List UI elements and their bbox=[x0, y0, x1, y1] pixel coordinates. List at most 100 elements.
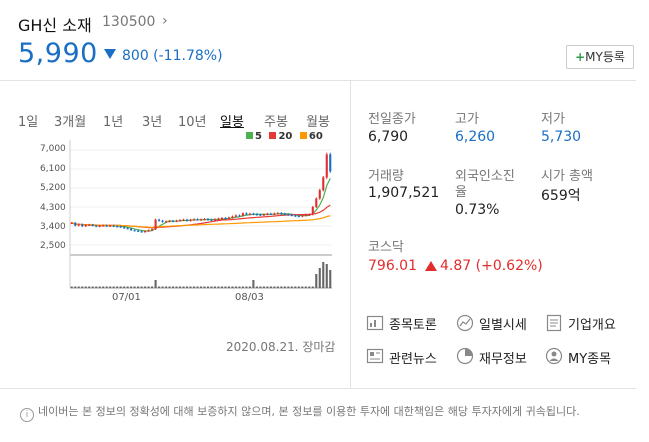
document-icon[interactable] bbox=[545, 314, 563, 332]
candle-body bbox=[280, 213, 283, 215]
volume-bar bbox=[287, 286, 290, 288]
volume-bar bbox=[273, 286, 276, 288]
volume-bar bbox=[144, 286, 147, 288]
trend-icon[interactable] bbox=[456, 314, 474, 332]
volume-bar bbox=[213, 286, 217, 288]
volume-label: 거래량 bbox=[368, 169, 404, 184]
candle-body bbox=[119, 226, 122, 228]
candle-body bbox=[126, 228, 129, 230]
candle-body bbox=[196, 219, 199, 221]
volume-bar bbox=[266, 286, 269, 288]
related-news-link[interactable]: 관련뉴스 bbox=[389, 352, 437, 367]
candle-body bbox=[287, 214, 290, 216]
tab-3year[interactable]: 3년 bbox=[142, 115, 163, 130]
kosdaq-value: 796.01 bbox=[368, 258, 417, 274]
volume-bar bbox=[116, 286, 119, 288]
volume-bar bbox=[280, 286, 283, 288]
volume-bar bbox=[227, 286, 230, 288]
volume-bar bbox=[105, 286, 108, 288]
candle-body bbox=[98, 225, 101, 227]
chevron-right-icon[interactable]: › bbox=[162, 13, 168, 29]
candle-body bbox=[112, 225, 115, 227]
candle-body bbox=[220, 217, 224, 220]
volume-bar bbox=[161, 286, 164, 288]
candle-body bbox=[224, 217, 227, 220]
tab-daily[interactable]: 일봉 bbox=[220, 115, 244, 130]
volume-bar bbox=[112, 286, 115, 288]
volume-bar bbox=[234, 286, 237, 288]
candle-body bbox=[318, 190, 321, 199]
x-tick: 08/03 bbox=[235, 292, 264, 303]
market-cap-label: 시가 총액 bbox=[541, 169, 593, 184]
candle-body bbox=[144, 231, 147, 233]
up-arrow-icon bbox=[425, 261, 437, 271]
candle-body bbox=[269, 213, 272, 215]
volume-bar bbox=[137, 286, 140, 288]
ma20-swatch bbox=[269, 132, 277, 139]
kosdaq-label[interactable]: 코스닥 bbox=[368, 240, 404, 255]
volume-bar bbox=[297, 286, 300, 288]
volume-bar bbox=[70, 286, 73, 288]
candle-body bbox=[116, 226, 119, 228]
candle-body bbox=[158, 219, 161, 221]
candle-body bbox=[252, 213, 255, 215]
tab-weekly[interactable]: 주봉 bbox=[264, 115, 288, 130]
discussion-link[interactable]: 종목토론 bbox=[389, 318, 437, 333]
candle-body bbox=[210, 219, 213, 221]
candle-body bbox=[273, 213, 276, 215]
price-chart[interactable] bbox=[0, 0, 350, 300]
volume-bar bbox=[158, 286, 161, 288]
ma-legend: 5 20 60 bbox=[246, 131, 323, 142]
tab-1day[interactable]: 1일 bbox=[18, 115, 39, 130]
my-stock-link[interactable]: MY종목 bbox=[568, 352, 612, 367]
volume-bar bbox=[262, 286, 265, 288]
volume-bar bbox=[151, 286, 154, 288]
daily-quote-link[interactable]: 일별시세 bbox=[479, 318, 527, 333]
news-icon[interactable] bbox=[366, 347, 384, 365]
y-tick: 2,500 bbox=[40, 241, 66, 251]
candle-body bbox=[88, 224, 91, 226]
candle-body bbox=[234, 215, 237, 217]
volume-bar bbox=[98, 286, 101, 288]
market-cap-value: 659억 bbox=[541, 188, 581, 204]
candle-body bbox=[203, 219, 206, 221]
candle-body bbox=[325, 154, 328, 178]
volume-bar bbox=[126, 286, 129, 288]
my-register-button[interactable]: +MY등록 bbox=[566, 45, 634, 69]
tab-3month[interactable]: 3개월 bbox=[54, 115, 87, 130]
tab-10year[interactable]: 10년 bbox=[178, 115, 207, 130]
prev-close-value: 6,790 bbox=[368, 129, 409, 145]
company-overview-link[interactable]: 기업개요 bbox=[568, 318, 616, 333]
volume-bar bbox=[206, 286, 210, 288]
tab-monthly[interactable]: 월봉 bbox=[306, 115, 330, 130]
foreign-label: 외국인소진 bbox=[455, 169, 515, 184]
pie-chart-icon[interactable] bbox=[456, 347, 474, 365]
candle-body bbox=[227, 217, 230, 219]
volume-bar bbox=[269, 286, 272, 288]
candle-body bbox=[311, 207, 314, 215]
volume-bar bbox=[88, 286, 91, 288]
ma5-label: 5 bbox=[255, 131, 262, 142]
prev-close-label: 전일종가 bbox=[368, 112, 416, 127]
candle-body bbox=[192, 219, 196, 221]
candle-body bbox=[165, 221, 168, 223]
candle-body bbox=[262, 214, 265, 216]
volume-bar bbox=[168, 286, 171, 288]
disclaimer-text: 네이버는 본 정보의 정확성에 대해 보증하지 않으며, 본 정보를 이용한 투… bbox=[38, 405, 580, 418]
my-register-label: MY등록 bbox=[585, 50, 625, 64]
volume-bar bbox=[245, 286, 248, 288]
volume-bar bbox=[91, 286, 94, 288]
volume-bar bbox=[196, 286, 199, 288]
candle-body bbox=[84, 224, 87, 227]
ma20-label: 20 bbox=[278, 131, 293, 142]
financial-info-link[interactable]: 재무정보 bbox=[479, 352, 527, 367]
board-icon[interactable] bbox=[366, 314, 384, 332]
user-icon[interactable] bbox=[545, 347, 563, 365]
stock-code[interactable]: 130500 bbox=[102, 14, 156, 30]
tab-1year[interactable]: 1년 bbox=[103, 115, 124, 130]
candle-body bbox=[151, 229, 154, 231]
stock-name[interactable]: GH신 소재 bbox=[18, 16, 92, 35]
candle-body bbox=[238, 215, 241, 217]
volume-bar bbox=[95, 286, 98, 288]
plus-icon: + bbox=[575, 50, 586, 64]
